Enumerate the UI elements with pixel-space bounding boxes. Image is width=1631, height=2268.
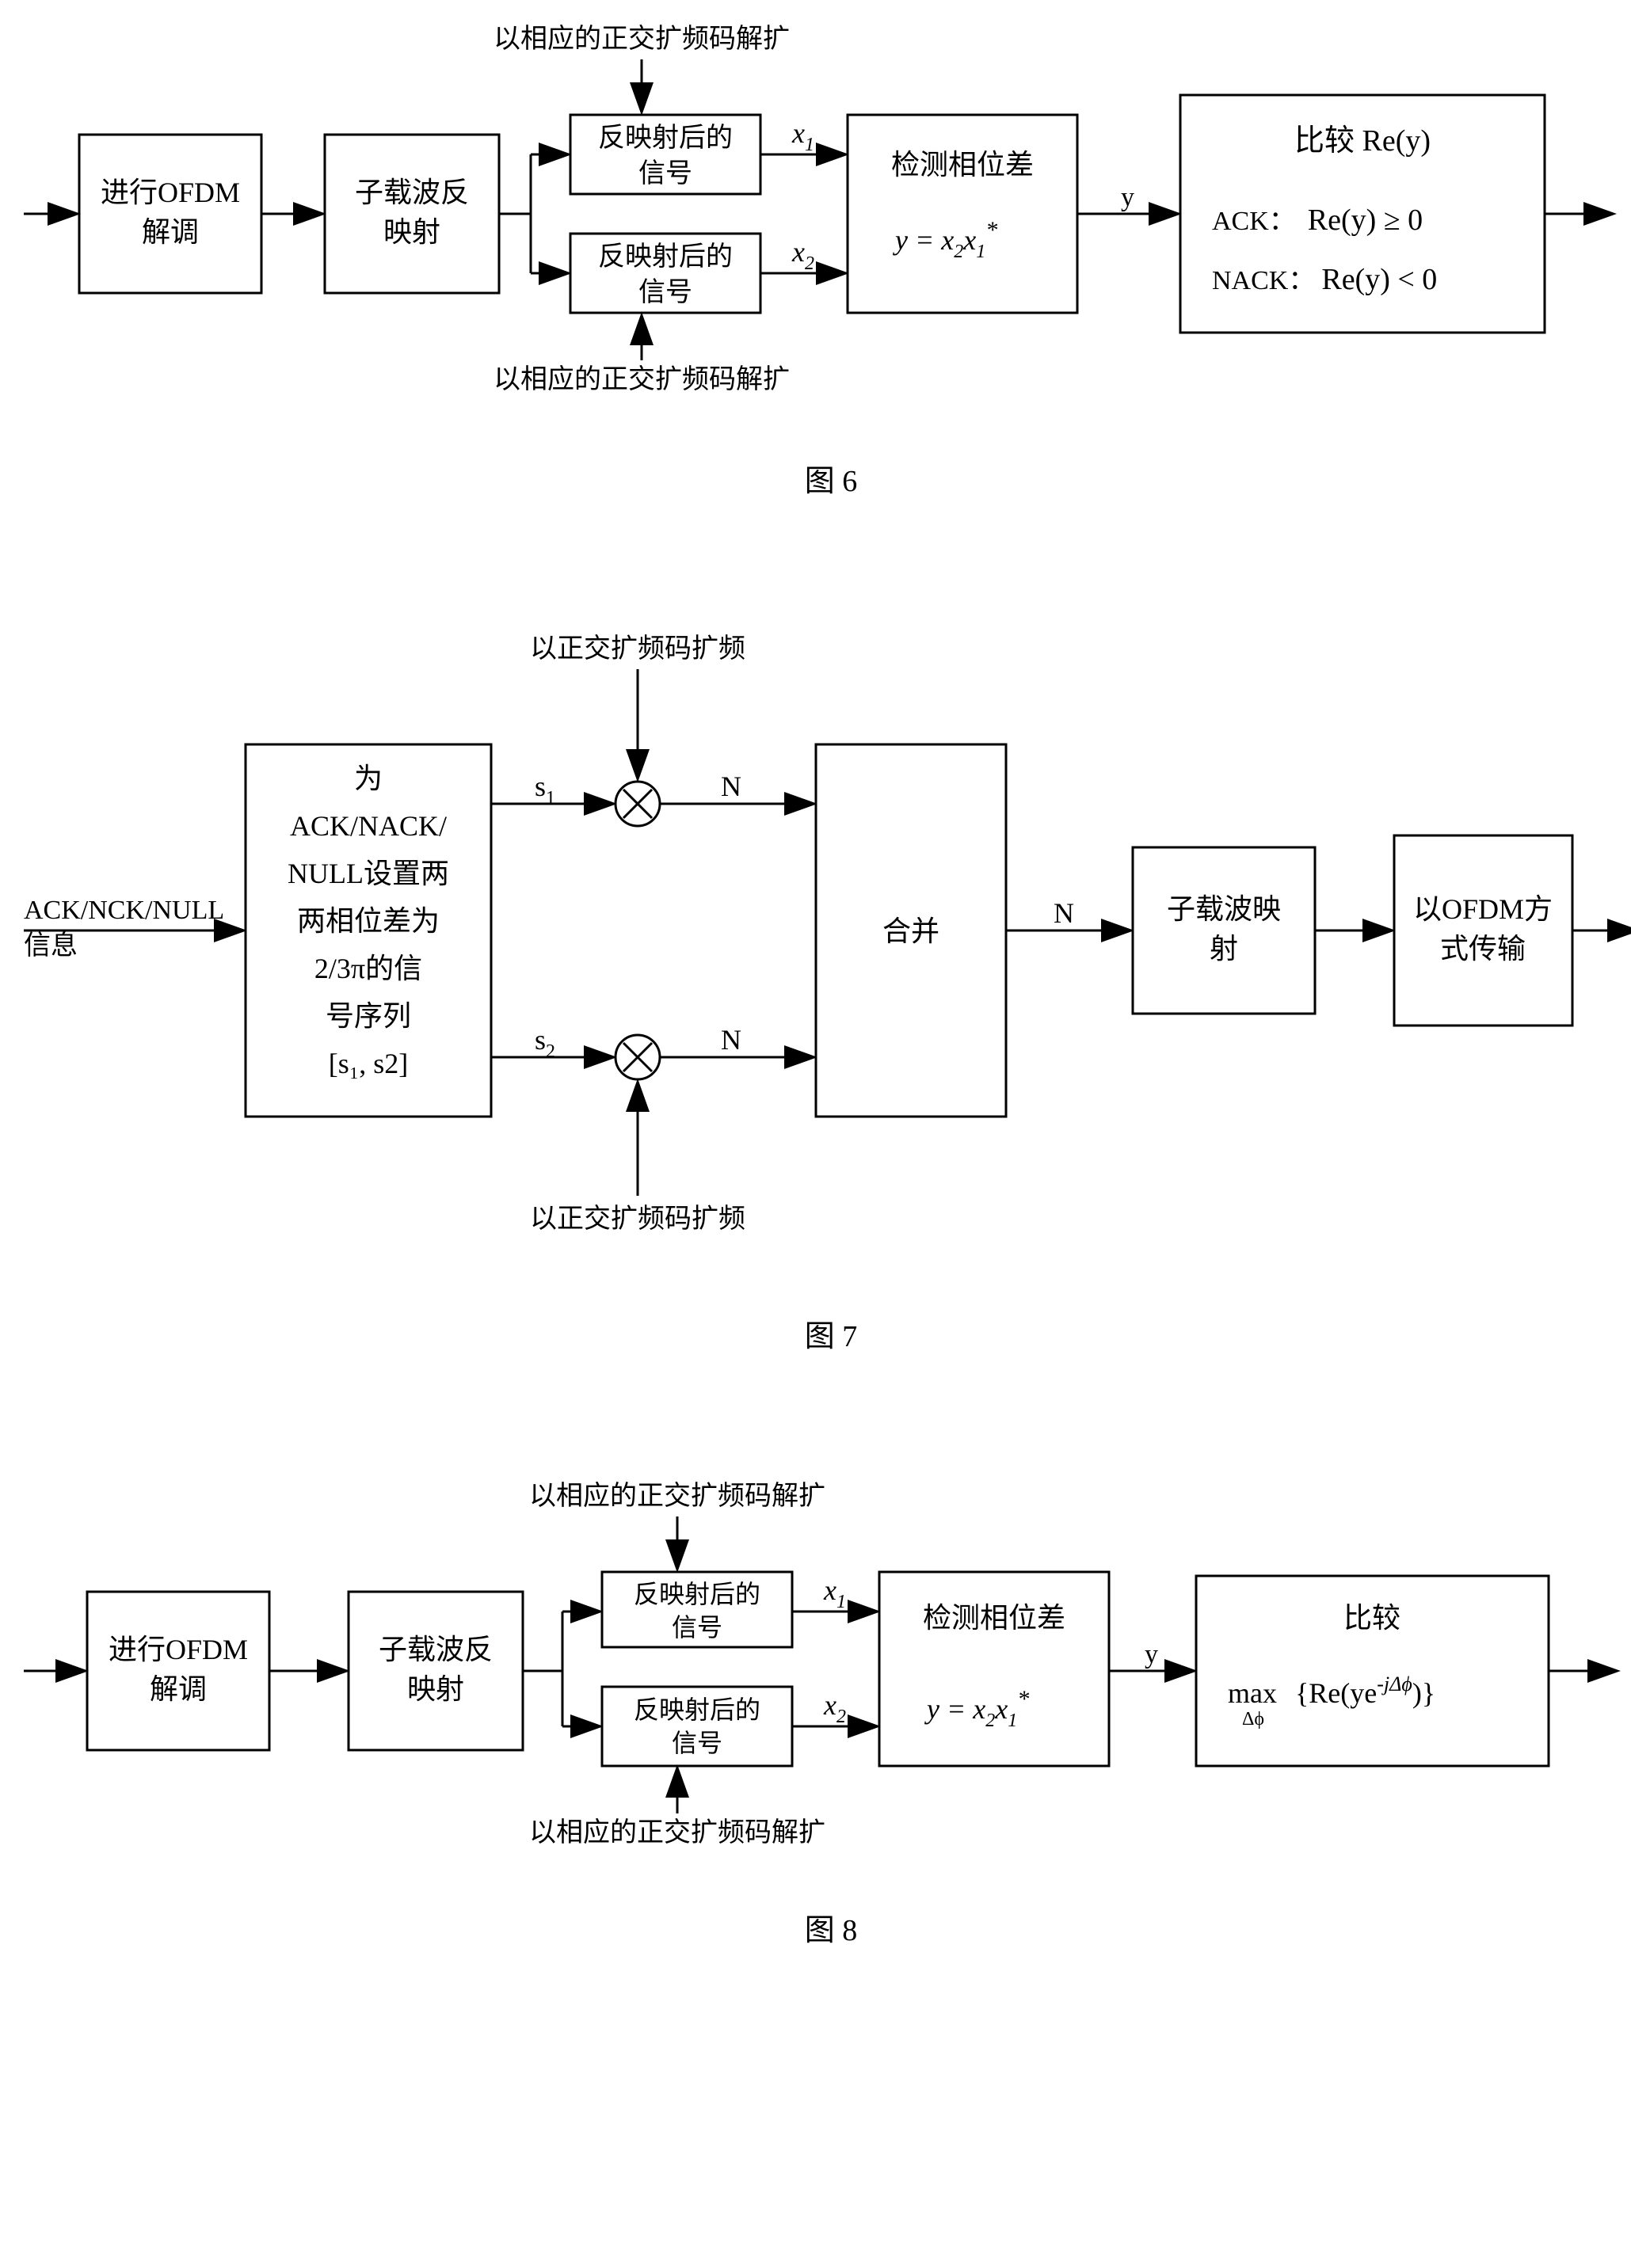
- fig8-caption: 图 8: [805, 1914, 858, 1947]
- fig6-top-label: 以相应的正交扩频码解扩: [493, 24, 790, 54]
- fig8-box5-l1: 比较: [1343, 1602, 1400, 1634]
- fig6-svg: 以相应的正交扩频码解扩 进行OFDM 解调 子载波反 映射 反映射后的 信号 反…: [16, 16, 1631, 507]
- fig6-box1-l2: 解调: [142, 216, 199, 248]
- fig7-box1-l4: 两相位差为: [297, 905, 440, 937]
- fig7-input-l2: 信息: [24, 930, 78, 961]
- fig8-box5-formula2: {Re(ye-jΔϕ)}: [1295, 1672, 1435, 1709]
- fig8-box2-l1: 子载波反: [379, 1634, 493, 1665]
- fig7-mixer2: [615, 1035, 660, 1079]
- fig6-box3a-l1: 反映射后的: [598, 123, 733, 153]
- fig8-box3a-l2: 信号: [672, 1613, 722, 1642]
- fig8-bottom-label: 以相应的正交扩频码解扩: [529, 1817, 825, 1848]
- fig7-box1-l5: 2/3π的信: [314, 953, 422, 984]
- fig6-box1: [79, 135, 261, 293]
- fig8-box1-l1: 进行OFDM: [109, 1634, 248, 1665]
- fig7-box1-l3: NULL设置两: [288, 858, 449, 889]
- fig6-x2: x2: [791, 236, 814, 274]
- fig7-box2-text: 合并: [882, 915, 939, 947]
- fig8-box4: [879, 1572, 1109, 1766]
- fig8-box4-title: 检测相位差: [923, 1602, 1065, 1634]
- fig7-bottom-label: 以正交扩频码扩频: [530, 1204, 745, 1234]
- fig7-box3: [1133, 847, 1315, 1014]
- fig7-svg: 以正交扩频码扩频 ACK/NCK/NULL 信息 为 ACK/NACK/ NUL…: [16, 618, 1631, 1370]
- fig8-box5-formula: max: [1228, 1677, 1277, 1709]
- fig6-box2-l2: 映射: [383, 216, 440, 248]
- fig7-N1: N: [721, 771, 741, 802]
- fig8-box1: [87, 1592, 269, 1750]
- fig7-top-label: 以正交扩频码扩频: [530, 634, 745, 664]
- fig7-box1-l1: 为: [354, 763, 383, 794]
- fig6-y: y: [1121, 183, 1134, 212]
- fig8-box3a-l1: 反映射后的: [634, 1580, 760, 1608]
- fig8-box2-l2: 映射: [407, 1673, 464, 1705]
- fig6-box3b-l2: 信号: [638, 277, 692, 307]
- fig8-box5-formula-sub: Δϕ: [1242, 1709, 1264, 1730]
- fig6-box2-l1: 子载波反: [355, 177, 469, 208]
- fig6-box4-title: 检测相位差: [891, 149, 1034, 181]
- fig8-box2: [349, 1592, 523, 1750]
- fig7-caption: 图 7: [805, 1320, 858, 1353]
- fig7-box4: [1394, 835, 1572, 1026]
- fig7-box3-l1: 子载波映: [1167, 893, 1281, 925]
- fig6-box4: [848, 115, 1077, 313]
- fig7-mixer1: [615, 782, 660, 826]
- fig7-N3: N: [1054, 897, 1074, 929]
- fig6-box2: [325, 135, 499, 293]
- fig6-box3a-l2: 信号: [638, 158, 692, 188]
- fig6-box5-l2: ACK：Re(y) ≥ 0: [1212, 204, 1423, 237]
- fig6-box5-l3: NACK：Re(y) < 0: [1212, 263, 1437, 296]
- fig8-y: y: [1145, 1640, 1158, 1669]
- fig8-svg: 以相应的正交扩频码解扩 进行OFDM 解调 子载波反 映射 反映射后的 信号 反…: [16, 1473, 1631, 1956]
- fig8-x2: x2: [823, 1689, 846, 1727]
- fig7-box3-l2: 射: [1210, 933, 1238, 965]
- fig7-box4-l1: 以OFDM方: [1413, 893, 1553, 925]
- fig6-bottom-label: 以相应的正交扩频码解扩: [493, 364, 790, 394]
- fig8-box1-l2: 解调: [150, 1673, 207, 1705]
- fig6-x1: x1: [791, 117, 814, 155]
- fig8-x1: x1: [823, 1574, 846, 1612]
- fig6-caption: 图 6: [805, 465, 858, 498]
- fig8-top-label: 以相应的正交扩频码解扩: [529, 1481, 825, 1511]
- fig6-box5-l1: 比较 Re(y): [1294, 124, 1431, 158]
- fig7-box1-l6: 号序列: [326, 1000, 411, 1032]
- fig7-box4-l2: 式传输: [1440, 933, 1526, 965]
- page: 以相应的正交扩频码解扩 进行OFDM 解调 子载波反 映射 反映射后的 信号 反…: [16, 16, 1631, 1956]
- fig7-box1-l2: ACK/NACK/: [290, 810, 447, 842]
- fig7-box1-l7: [s₁, s2]: [329, 1048, 409, 1079]
- fig7-N2: N: [721, 1024, 741, 1056]
- fig6-box3b-l1: 反映射后的: [598, 242, 733, 272]
- fig8-box3b-l1: 反映射后的: [634, 1695, 760, 1724]
- fig7-input-l1: ACK/NCK/NULL: [24, 896, 224, 925]
- fig6-box1-l1: 进行OFDM: [101, 177, 240, 208]
- fig8-box3b-l2: 信号: [672, 1729, 722, 1757]
